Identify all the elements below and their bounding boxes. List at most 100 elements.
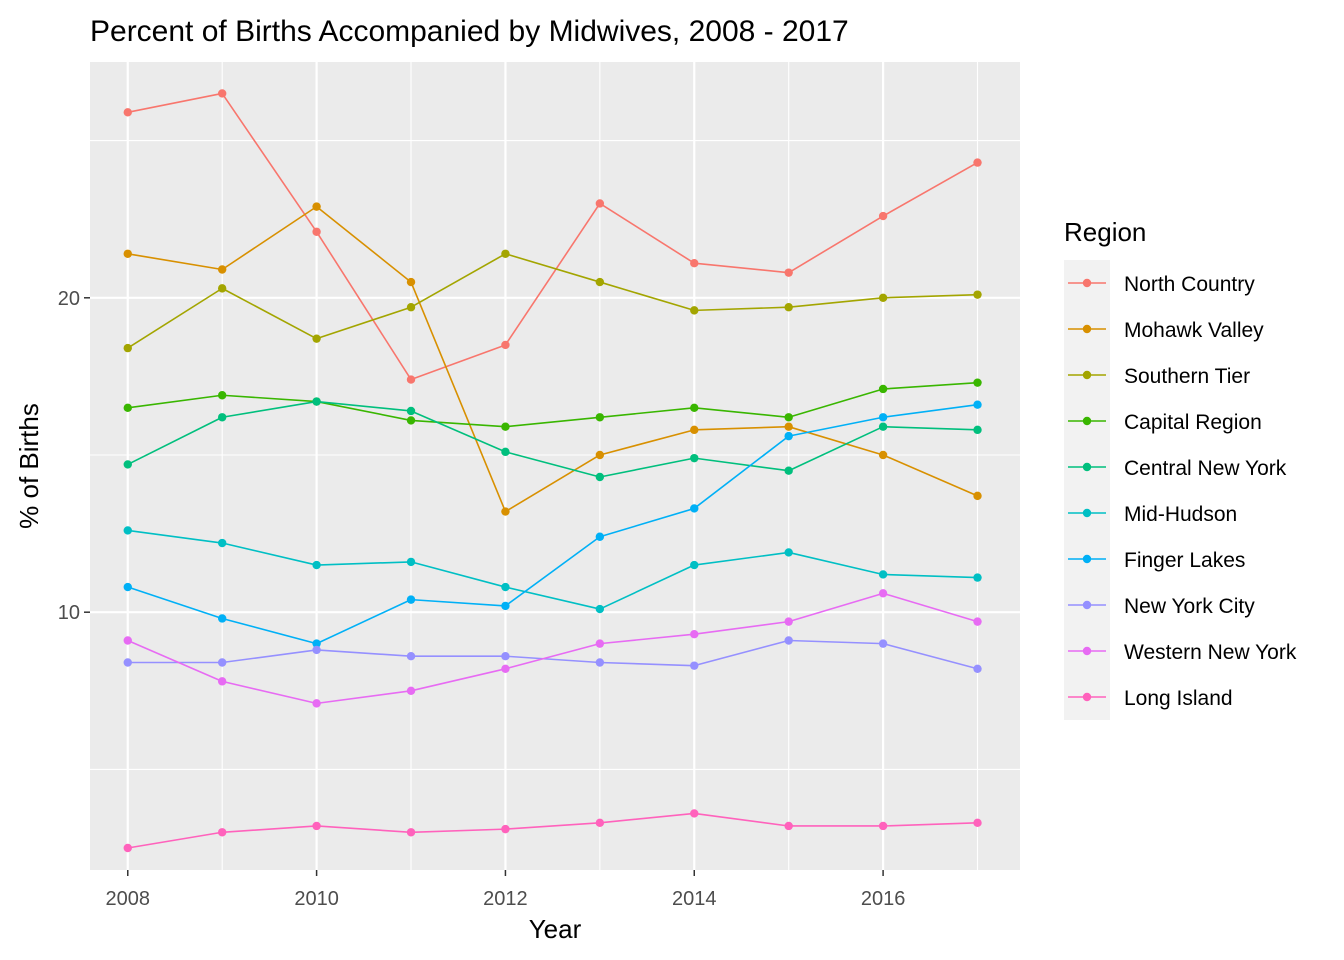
legend-title: Region bbox=[1064, 217, 1146, 247]
series-lines bbox=[127, 92, 978, 849]
data-point-southern-tier bbox=[784, 303, 793, 312]
data-point-capital-region bbox=[406, 416, 416, 425]
legend-label-mid-hudson: Mid-Hudson bbox=[1124, 503, 1237, 526]
legend-label-finger-lakes: Finger Lakes bbox=[1124, 549, 1245, 572]
data-point-central-new-york bbox=[784, 466, 793, 475]
data-point-western-new-york bbox=[595, 639, 605, 648]
series-line-mid-hudson bbox=[127, 529, 978, 610]
data-point-central-new-york bbox=[123, 460, 132, 469]
data-point-mohawk-valley bbox=[217, 265, 227, 274]
data-point-finger-lakes bbox=[217, 614, 227, 623]
data-point-finger-lakes bbox=[501, 601, 510, 611]
x-tick-label: 2010 bbox=[294, 888, 339, 910]
legend-label-mohawk-valley: Mohawk Valley bbox=[1124, 319, 1264, 342]
data-point-new-york-city bbox=[406, 652, 416, 661]
data-point-north-country bbox=[784, 268, 793, 277]
legend-label-capital-region: Capital Region bbox=[1124, 411, 1262, 434]
data-point-new-york-city bbox=[784, 636, 793, 645]
data-point-capital-region bbox=[878, 384, 888, 394]
data-point-mohawk-valley bbox=[123, 249, 132, 258]
data-point-long-island bbox=[690, 809, 699, 818]
legend-key-point-finger-lakes bbox=[1082, 554, 1092, 564]
data-point-long-island bbox=[312, 821, 321, 831]
legend-key-point-mid-hudson bbox=[1082, 508, 1092, 518]
data-point-north-country bbox=[312, 227, 321, 236]
data-point-southern-tier bbox=[217, 284, 227, 293]
data-point-mid-hudson bbox=[595, 604, 605, 614]
data-point-new-york-city bbox=[690, 661, 699, 670]
legend-label-new-york-city: New York City bbox=[1124, 595, 1255, 618]
data-point-mid-hudson bbox=[878, 570, 888, 579]
data-point-finger-lakes bbox=[878, 413, 888, 422]
data-point-southern-tier bbox=[595, 277, 605, 287]
data-point-western-new-york bbox=[123, 636, 132, 645]
series-points bbox=[123, 89, 982, 853]
data-point-new-york-city bbox=[501, 652, 510, 661]
x-tick-label: 2016 bbox=[861, 888, 906, 910]
series-line-central-new-york bbox=[127, 400, 978, 478]
data-point-central-new-york bbox=[595, 472, 605, 482]
legend-key-point-western-new-york bbox=[1082, 646, 1092, 656]
data-point-north-country bbox=[595, 199, 605, 208]
series-line-long-island bbox=[127, 812, 978, 849]
data-point-new-york-city bbox=[217, 658, 227, 667]
data-point-finger-lakes bbox=[312, 639, 321, 648]
data-point-new-york-city bbox=[123, 658, 132, 667]
legend-key-background bbox=[1064, 260, 1110, 720]
x-axis: 2008 2010 2012 2014 2016 bbox=[106, 870, 906, 910]
data-point-long-island bbox=[123, 843, 132, 853]
data-point-capital-region bbox=[973, 378, 982, 387]
data-point-mid-hudson bbox=[690, 560, 699, 570]
legend-label-north-country: North Country bbox=[1124, 273, 1255, 296]
data-point-long-island bbox=[501, 824, 510, 834]
data-point-capital-region bbox=[217, 391, 227, 400]
data-point-western-new-york bbox=[406, 686, 416, 695]
y-tick-label: 20 bbox=[58, 288, 80, 310]
data-point-southern-tier bbox=[501, 249, 510, 258]
legend-label-southern-tier: Southern Tier bbox=[1124, 365, 1250, 388]
x-tick-label: 2014 bbox=[672, 888, 717, 910]
data-point-western-new-york bbox=[973, 617, 982, 626]
data-point-long-island bbox=[973, 818, 982, 828]
y-axis-title: % of Births bbox=[14, 403, 44, 529]
data-point-central-new-york bbox=[217, 413, 227, 422]
series-line-southern-tier bbox=[127, 252, 978, 349]
data-point-mid-hudson bbox=[123, 526, 132, 535]
legend-key-point-long-island bbox=[1082, 692, 1092, 702]
data-point-southern-tier bbox=[123, 343, 132, 353]
y-axis: 10 20 bbox=[58, 288, 90, 624]
data-point-long-island bbox=[595, 818, 605, 828]
data-point-central-new-york bbox=[406, 406, 416, 416]
legend: Region North Country Mohawk Valley Souther… bbox=[1064, 217, 1297, 720]
data-point-southern-tier bbox=[878, 293, 888, 302]
data-point-central-new-york bbox=[878, 422, 888, 431]
data-point-mid-hudson bbox=[501, 582, 510, 592]
data-point-long-island bbox=[217, 828, 227, 837]
grid-major bbox=[90, 62, 1020, 870]
data-point-new-york-city bbox=[973, 664, 982, 673]
data-point-central-new-york bbox=[973, 425, 982, 435]
data-point-capital-region bbox=[784, 413, 793, 422]
data-point-north-country bbox=[217, 89, 227, 98]
data-point-southern-tier bbox=[406, 303, 416, 312]
data-point-finger-lakes bbox=[595, 532, 605, 541]
data-point-mohawk-valley bbox=[595, 450, 605, 460]
data-point-finger-lakes bbox=[784, 431, 793, 441]
legend-label-long-island: Long Island bbox=[1124, 687, 1233, 710]
data-point-southern-tier bbox=[973, 290, 982, 299]
grid-minor bbox=[90, 62, 1020, 870]
series-line-new-york-city bbox=[127, 639, 978, 670]
legend-label-central-new-york: Central New York bbox=[1124, 457, 1287, 480]
data-point-finger-lakes bbox=[123, 582, 132, 592]
data-point-mohawk-valley bbox=[690, 425, 699, 435]
data-point-mid-hudson bbox=[973, 573, 982, 582]
data-point-mid-hudson bbox=[784, 548, 793, 557]
data-point-new-york-city bbox=[312, 645, 321, 655]
series-line-capital-region bbox=[127, 381, 978, 428]
data-point-capital-region bbox=[690, 403, 699, 413]
data-point-western-new-york bbox=[784, 617, 793, 626]
plot-panel bbox=[90, 62, 1020, 870]
data-point-mid-hudson bbox=[406, 557, 416, 567]
data-point-western-new-york bbox=[878, 589, 888, 598]
